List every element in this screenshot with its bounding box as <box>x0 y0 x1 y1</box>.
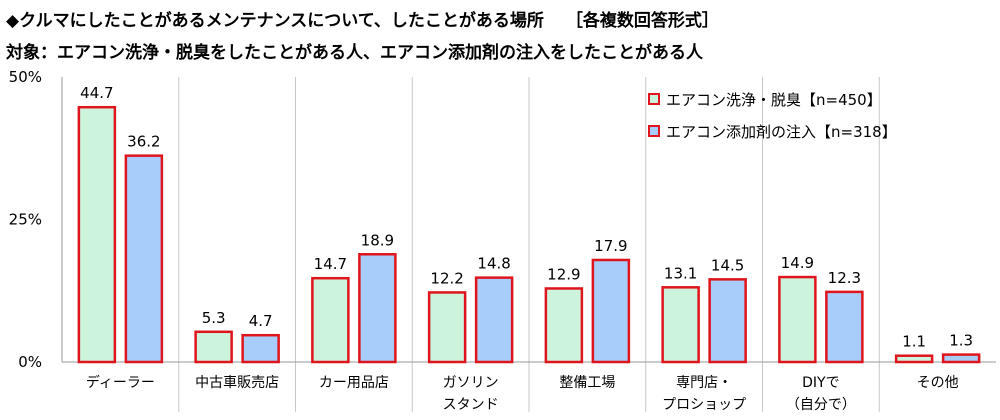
data-label-series-1: 1.1 <box>902 333 926 351</box>
bar-series-1 <box>778 275 817 364</box>
y-tick-label: 25% <box>9 211 42 229</box>
bar-series-2 <box>941 353 981 364</box>
bar-series-2 <box>591 258 631 364</box>
bar-series-1 <box>427 291 467 364</box>
legend-label-series-2: エアコン添加剤の注入【n=318】 <box>666 122 897 141</box>
x-category-label: ディーラー <box>86 374 155 391</box>
x-category-label: 中古車販売店 <box>195 374 279 391</box>
data-label-series-2: 36.2 <box>127 133 160 151</box>
data-label-series-1: 14.7 <box>314 255 347 273</box>
legend-swatch-series-1 <box>648 93 660 105</box>
x-category-label: 専門店・ <box>676 375 732 391</box>
chart-title-text: ◆クルマにしたことがあるメンテナンスについて、したことがある場所 <box>6 11 544 31</box>
data-label-series-2: 1.3 <box>949 332 973 350</box>
x-category-label: カー用品店 <box>319 375 389 391</box>
x-category-label: 整備工場 <box>559 375 615 391</box>
data-label-series-1: 44.7 <box>80 84 113 102</box>
x-category-label: ガソリン <box>443 375 499 391</box>
bar-series-2 <box>241 333 280 364</box>
legend-swatch-series-2 <box>648 125 660 137</box>
data-label-series-2: 12.3 <box>828 269 861 287</box>
bar-series-2 <box>358 253 397 364</box>
data-label-series-2: 14.8 <box>477 255 510 273</box>
data-label-series-1: 14.9 <box>781 254 814 272</box>
x-category-label: DIYで <box>802 375 839 391</box>
data-label-series-1: 12.9 <box>547 265 580 283</box>
data-label-series-1: 5.3 <box>202 309 226 327</box>
data-label-series-2: 4.7 <box>249 312 273 330</box>
bar-series-2 <box>474 276 514 364</box>
legend: エアコン洗浄・脱臭【n=450】 エアコン添加剤の注入【n=318】 <box>648 88 897 152</box>
bar-series-1 <box>194 330 233 364</box>
legend-label-series-1: エアコン洗浄・脱臭【n=450】 <box>666 90 882 109</box>
bar-series-1 <box>544 287 584 364</box>
y-tick-label: 0% <box>18 353 42 371</box>
x-category-label: （自分で） <box>786 397 856 413</box>
bar-series-1 <box>661 286 700 364</box>
data-label-series-1: 12.2 <box>430 269 463 287</box>
data-label-series-1: 13.1 <box>664 264 697 282</box>
chart-title: ◆クルマにしたことがあるメンテナンスについて、したことがある場所 ［各複数回答形式… <box>6 6 719 31</box>
bar-series-2 <box>124 154 164 364</box>
data-label-series-2: 17.9 <box>594 237 627 255</box>
bar-series-2 <box>708 278 747 364</box>
answer-format-label: ［各複数回答形式］ <box>565 11 719 31</box>
bar-series-1 <box>894 354 934 364</box>
x-category-label: その他 <box>917 375 959 391</box>
legend-item-series-1: エアコン洗浄・脱臭【n=450】 <box>648 88 897 110</box>
bar-series-2 <box>825 290 864 364</box>
data-label-series-2: 14.5 <box>711 256 744 274</box>
bar-series-1 <box>311 276 350 364</box>
x-category-label: プロショップ <box>662 397 746 413</box>
bar-series-1 <box>77 105 117 364</box>
chart-subtitle: 対象：エアコン洗浄・脱臭をしたことがある人、エアコン添加剤の注入をしたことがある… <box>6 43 703 63</box>
y-tick-label: 50% <box>9 68 42 86</box>
data-label-series-2: 18.9 <box>361 231 394 249</box>
legend-item-series-2: エアコン添加剤の注入【n=318】 <box>648 120 897 142</box>
x-category-label: スタンド <box>443 397 499 413</box>
